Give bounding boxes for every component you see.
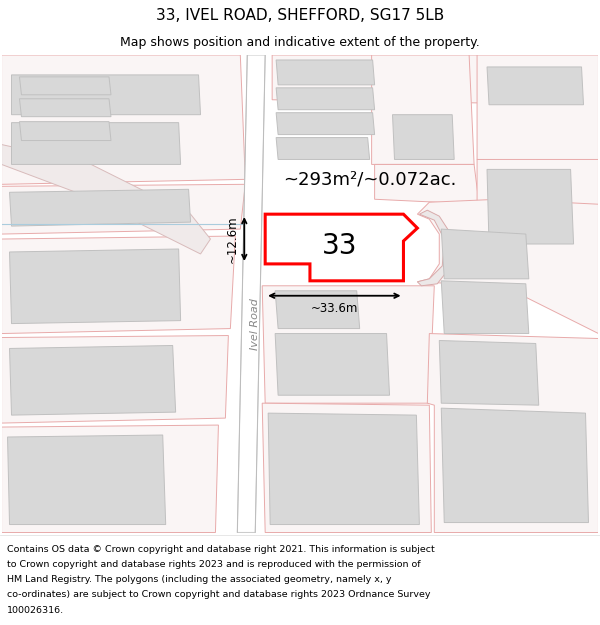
Text: Map shows position and indicative extent of the property.: Map shows position and indicative extent… [120,36,480,49]
Polygon shape [19,122,111,141]
Text: to Crown copyright and database rights 2023 and is reproduced with the permissio: to Crown copyright and database rights 2… [7,560,421,569]
Polygon shape [418,199,598,334]
Polygon shape [276,88,374,110]
Polygon shape [8,435,166,524]
Polygon shape [427,334,598,532]
Text: co-ordinates) are subject to Crown copyright and database rights 2023 Ordnance S: co-ordinates) are subject to Crown copyr… [7,590,431,599]
Polygon shape [477,159,598,264]
Polygon shape [275,334,389,395]
Text: Contains OS data © Crown copyright and database right 2021. This information is : Contains OS data © Crown copyright and d… [7,544,435,554]
Text: Ivel Road: Ivel Road [250,298,260,349]
Polygon shape [275,291,359,329]
Polygon shape [371,55,474,164]
Polygon shape [477,55,598,164]
Polygon shape [11,75,200,115]
Polygon shape [418,210,452,286]
Text: HM Land Registry. The polygons (including the associated geometry, namely x, y: HM Land Registry. The polygons (includin… [7,575,392,584]
Polygon shape [262,286,434,403]
Polygon shape [276,60,374,85]
Polygon shape [10,189,191,226]
Polygon shape [19,99,111,117]
Polygon shape [10,346,176,415]
Polygon shape [11,122,181,164]
Polygon shape [2,236,235,334]
Polygon shape [374,164,479,204]
Polygon shape [2,55,245,184]
Polygon shape [265,214,418,281]
Polygon shape [2,425,218,532]
Text: 33, IVEL ROAD, SHEFFORD, SG17 5LB: 33, IVEL ROAD, SHEFFORD, SG17 5LB [156,8,444,23]
Polygon shape [2,144,211,254]
Polygon shape [441,229,529,279]
Polygon shape [268,413,419,524]
Polygon shape [2,336,229,423]
Polygon shape [272,55,598,105]
Polygon shape [10,249,181,324]
Polygon shape [441,281,529,334]
Polygon shape [19,77,111,95]
Polygon shape [2,184,245,234]
Polygon shape [276,138,370,159]
Text: 33: 33 [322,232,358,260]
Polygon shape [238,55,265,532]
Text: ~33.6m: ~33.6m [311,302,358,315]
Text: ~293m²/~0.072ac.: ~293m²/~0.072ac. [283,171,457,188]
Text: 100026316.: 100026316. [7,606,64,614]
Polygon shape [487,67,584,105]
Polygon shape [276,112,374,134]
Polygon shape [262,403,431,532]
Polygon shape [487,169,574,244]
Text: ~12.6m: ~12.6m [226,215,239,263]
Polygon shape [441,408,589,522]
Polygon shape [439,341,539,405]
Polygon shape [392,115,454,159]
